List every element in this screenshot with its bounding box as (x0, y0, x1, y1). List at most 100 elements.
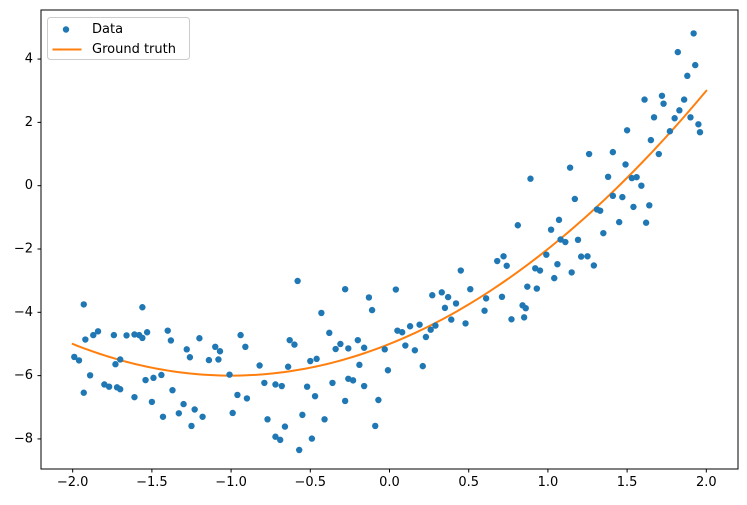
scatter-point (139, 334, 146, 342)
scatter-point (294, 277, 301, 285)
scatter-point (630, 203, 637, 211)
scatter-point (585, 150, 593, 158)
scatter-point (547, 226, 555, 233)
scatter-point (291, 341, 298, 348)
scatter-point (284, 363, 292, 370)
scatter-point (596, 207, 604, 214)
scatter-point (566, 164, 574, 171)
scatter-point (281, 423, 289, 430)
scatter-point (159, 413, 167, 420)
scatter-point (123, 332, 130, 339)
scatter-point (256, 362, 263, 369)
scatter-point (303, 383, 311, 390)
scatter-point (329, 379, 336, 387)
scatter-point (500, 253, 507, 260)
scatter-point (321, 416, 328, 423)
scatter-point (696, 128, 704, 136)
scatter-point (264, 416, 271, 423)
x-tick-label: 1.0 (538, 475, 559, 490)
scatter-point (299, 411, 306, 419)
scatter-point (448, 316, 455, 323)
scatter-point (80, 301, 87, 308)
scatter-point (199, 413, 206, 420)
scatter-point (375, 396, 382, 404)
scatter-point (354, 336, 362, 344)
scatter-point (216, 348, 224, 355)
scatter-point (642, 219, 650, 226)
scatter-point (272, 433, 279, 440)
scatter-point (457, 267, 464, 274)
ground-truth-curve (71, 89, 708, 377)
scatter-point (498, 293, 506, 300)
scatter-point (494, 257, 501, 265)
scatter-point (117, 386, 124, 393)
scatter-point (692, 61, 699, 69)
scatter-point (332, 345, 339, 353)
legend-box (47, 17, 190, 60)
scatter-point (600, 229, 607, 237)
scatter-point (687, 114, 694, 121)
scatter-point (508, 316, 515, 323)
scatter-point (623, 127, 631, 134)
scatter-point (638, 182, 645, 189)
scatter-point (110, 331, 118, 339)
scatter-point (551, 274, 558, 282)
scatter-point (150, 374, 157, 382)
scatter-point (368, 306, 376, 314)
scatter-point (313, 355, 320, 363)
scatter-point (237, 331, 244, 339)
x-tick-label: 1.5 (617, 475, 638, 490)
scatter-point (628, 174, 636, 182)
scatter-point (482, 295, 490, 302)
scatter-point (226, 371, 233, 378)
scatter-point (296, 446, 303, 454)
scatter-point (243, 395, 251, 402)
scatter-point (311, 392, 319, 400)
scatter-point (577, 253, 585, 260)
scatter-point (307, 357, 314, 365)
scatter-point (164, 327, 171, 334)
scatter-point (557, 236, 564, 243)
scatter-point (71, 353, 78, 361)
scatter-point (286, 336, 293, 344)
scatter-point (647, 136, 655, 144)
legend-marker-data (62, 26, 70, 33)
scatter-point (75, 357, 83, 364)
scatter-point (341, 397, 349, 405)
scatter-point (158, 371, 165, 379)
scatter-point (139, 304, 146, 311)
scatter-point (646, 202, 653, 209)
x-tick-label: 0.5 (458, 475, 479, 490)
scatter-point (429, 292, 436, 299)
scatter-point (117, 356, 124, 363)
scatter-point (674, 48, 681, 56)
scatter-point (514, 222, 522, 229)
scatter-point (86, 372, 94, 379)
scatter-point (360, 382, 368, 390)
scatter-point (242, 343, 249, 351)
scatter-point (604, 173, 612, 181)
y-tick-label: −6 (14, 368, 33, 383)
scatter-point (167, 337, 175, 344)
scatter-point (105, 383, 113, 390)
scatter-point (318, 309, 325, 317)
y-tick-label: 0 (25, 178, 33, 193)
scatter-point (215, 356, 222, 363)
scatter-point (196, 335, 203, 342)
scatter-point (543, 251, 550, 258)
scatter-point (432, 322, 439, 329)
scatter-point (660, 100, 667, 107)
scatter-point (609, 192, 617, 200)
scatter-point (261, 379, 268, 387)
legend-label: Data (92, 22, 123, 37)
scatter-point (452, 300, 460, 307)
scatter-point (381, 346, 388, 353)
scatter-point (666, 128, 674, 135)
scatter-point (341, 286, 349, 293)
scatter-point (180, 400, 187, 408)
scatter-point (356, 361, 363, 369)
scatter-point (615, 218, 623, 226)
scatter-point (609, 148, 617, 156)
scatter-point (131, 393, 138, 401)
